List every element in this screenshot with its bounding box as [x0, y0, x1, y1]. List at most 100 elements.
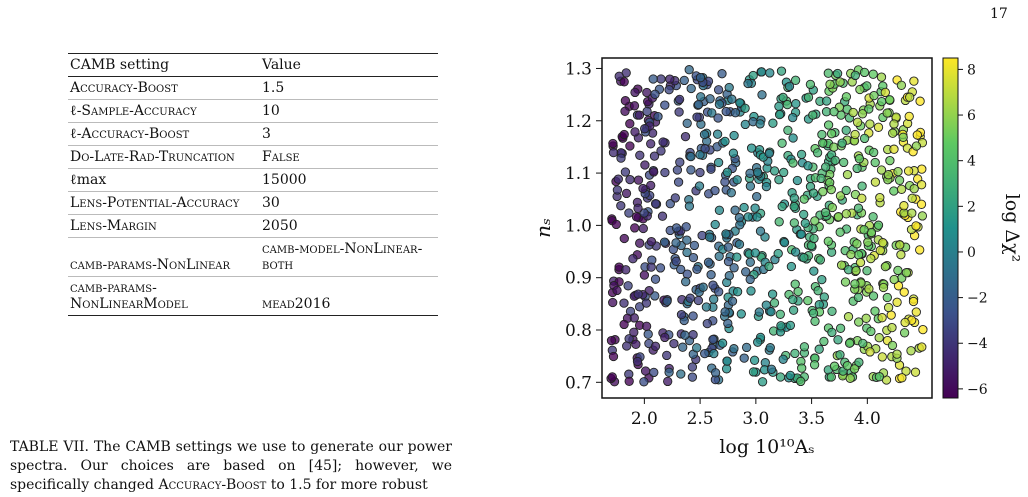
y-axis-label: nₛ	[531, 218, 555, 238]
scatter-point	[745, 181, 756, 191]
colorbar-label: log Δχ²	[1001, 194, 1022, 263]
scatter-point	[911, 221, 921, 231]
scatter-point	[776, 66, 787, 76]
scatter-point	[657, 211, 668, 221]
table-row: camb-params-NonLinear camb-model-NonLine…	[68, 238, 438, 277]
scatter-point	[818, 187, 828, 197]
y-axis: 0.7 0.8 0.9 1.0 1.1 1.2 1.3	[565, 59, 602, 393]
scatter-point	[790, 247, 801, 257]
scatter-point	[655, 263, 666, 273]
scatter-point	[680, 131, 691, 142]
scatter-point	[833, 335, 843, 345]
scatter-point	[635, 150, 645, 160]
scatter-point	[664, 367, 674, 377]
scatter-point	[788, 305, 799, 315]
scatter-point	[734, 239, 745, 249]
scatter-point	[866, 326, 876, 337]
scatter-point	[878, 282, 889, 293]
scatter-point	[907, 208, 917, 218]
scatter-point	[665, 74, 675, 84]
scatter-point	[782, 99, 793, 110]
scatter-point	[660, 332, 670, 343]
scatter-point	[777, 201, 787, 212]
scatter-point	[616, 153, 626, 163]
scatter-point	[882, 292, 892, 303]
scatter-point	[889, 119, 899, 129]
scatter-point	[658, 137, 668, 147]
scatter-point	[686, 83, 696, 94]
scatter-point	[905, 92, 915, 102]
scatter-point	[868, 212, 878, 222]
scatter-point	[646, 236, 657, 247]
scatter-point	[635, 238, 645, 248]
scatter-point	[724, 271, 734, 281]
scatter-point	[662, 296, 672, 306]
scatter-point	[800, 218, 810, 228]
scatter-point	[693, 99, 704, 110]
scatter-point	[841, 185, 851, 196]
table-header-row: CAMB setting Value	[68, 53, 438, 77]
scatter-point	[882, 108, 892, 118]
scatter-point	[899, 328, 910, 338]
scatter-point	[722, 167, 733, 177]
scatter-point	[623, 281, 633, 291]
scatter-point	[899, 287, 909, 297]
column-header-setting: CAMB setting	[70, 57, 170, 73]
scatter-point	[606, 335, 617, 346]
scatter-point	[695, 167, 705, 178]
scatter-point	[625, 174, 635, 185]
scatter-point	[720, 136, 730, 147]
scatter-point	[752, 167, 763, 177]
scatter-point	[826, 184, 836, 195]
scatter-point	[887, 322, 897, 333]
scatter-point	[868, 291, 879, 301]
scatter-point	[848, 107, 858, 118]
scatter-point	[896, 80, 907, 90]
scatter-point	[692, 343, 702, 353]
scatter-point	[734, 213, 745, 223]
scatter-point	[656, 74, 666, 84]
scatter-point	[862, 266, 872, 276]
scatter-point	[678, 342, 688, 352]
scatter-point	[685, 293, 695, 303]
scatter-point	[628, 254, 638, 264]
x-tick-label: 3.5	[798, 409, 825, 429]
scatter-point	[854, 357, 864, 367]
scatter-point	[829, 107, 839, 117]
scatter-point	[775, 372, 786, 382]
scatter-point	[789, 218, 799, 228]
scatter-point	[641, 321, 652, 331]
scatter-point	[659, 237, 670, 247]
scatter-point	[660, 100, 670, 110]
scatter-point	[671, 238, 681, 248]
scatter-point	[745, 168, 755, 178]
scatter-point	[625, 119, 635, 129]
scatter-point	[732, 287, 743, 297]
scatter-point	[675, 157, 685, 167]
scatter-point	[621, 265, 631, 275]
scatter-point	[859, 133, 870, 144]
scatter-point	[720, 177, 730, 187]
scatter-point	[826, 129, 837, 139]
scatter-point	[681, 222, 691, 232]
scatter-point	[889, 144, 899, 154]
scatter-point	[695, 72, 706, 83]
camb-settings-table: CAMB setting Value Accuracy-Boost 1.5 ℓ-…	[68, 53, 438, 316]
scatter-point	[714, 287, 724, 297]
scatter-point	[841, 209, 851, 219]
table-row: ℓ-Sample-Accuracy 10	[68, 100, 438, 123]
scatter-point	[729, 344, 739, 354]
setting-value: 1.5	[262, 80, 285, 96]
scatter-point	[746, 143, 757, 153]
scatter-point	[874, 372, 885, 382]
scatter-point	[740, 103, 750, 113]
scatter-point	[663, 376, 673, 387]
scatter-point	[877, 313, 887, 323]
scatter-point	[910, 367, 921, 377]
scatter-point	[639, 270, 650, 280]
scatter-point	[774, 109, 785, 120]
scatter-point	[810, 316, 820, 326]
scatter-point	[631, 212, 642, 222]
scatter-point	[785, 320, 796, 331]
scatter-point	[815, 255, 826, 265]
